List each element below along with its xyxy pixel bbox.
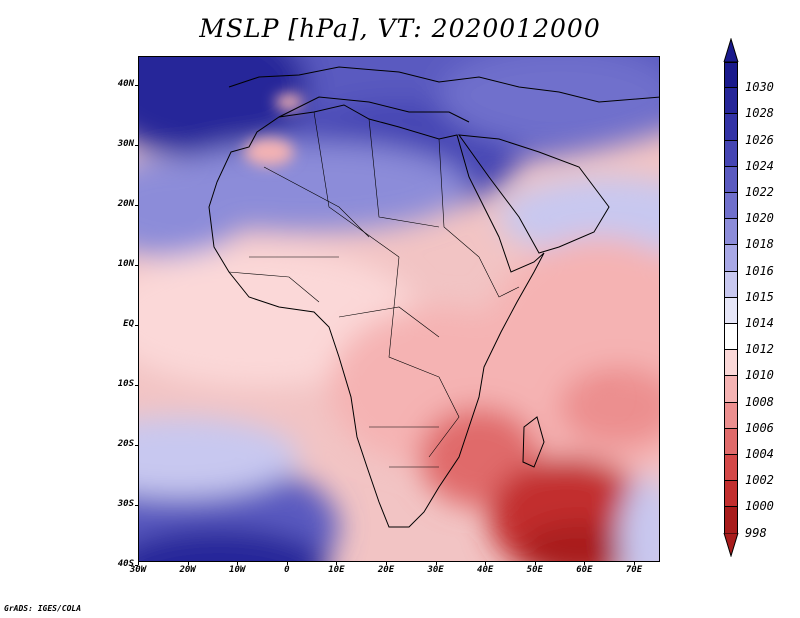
colorbar-level-label: 1026: [745, 132, 774, 147]
mediterranean-coast: [278, 96, 470, 123]
lon-label: 30E: [427, 565, 444, 575]
colorbar-swatch: [724, 428, 738, 455]
lat-tick: [135, 565, 138, 566]
lon-tick: [386, 562, 387, 565]
lat-label: 30S: [117, 499, 134, 509]
lat-tick: [135, 145, 138, 146]
europe-outline: [228, 66, 659, 103]
colorbar-swatch: [724, 193, 738, 220]
colorbar-level-label: 1018: [745, 237, 774, 252]
pressure-highlights: [244, 94, 621, 409]
lat-tick: [135, 385, 138, 386]
colorbar-level-label: 1030: [745, 80, 774, 95]
coastlines: [208, 66, 659, 528]
lat-tick: [135, 445, 138, 446]
madagascar-outline: [522, 416, 545, 468]
lon-tick: [534, 562, 536, 565]
lon-tick: [485, 562, 487, 565]
colorbar-level-label: 1004: [745, 447, 774, 461]
lon-label: 60E: [576, 565, 593, 575]
arabia-outline: [457, 134, 610, 254]
lat-tick: [135, 505, 138, 506]
colorbar-swatch: [724, 402, 738, 429]
lat-label: 20S: [117, 439, 134, 449]
lat-tick: [135, 325, 138, 326]
colorbar-level-label: 1006: [745, 420, 774, 435]
lat-label: 30N: [117, 139, 134, 149]
africa-outline: [208, 104, 545, 528]
colorbar-min-arrow: [723, 532, 739, 557]
colorbar-swatch: [724, 350, 738, 377]
colorbar-swatch: [724, 114, 738, 141]
colorbar-level-label: 1022: [745, 185, 774, 199]
colorbar-swatch: [724, 88, 738, 115]
colorbar-level-label: 1028: [745, 106, 774, 121]
lat-tick: [135, 265, 138, 266]
colorbar-level-label: 1020: [745, 211, 774, 226]
lat-label: 40N: [117, 79, 134, 89]
lon-label: 50E: [526, 565, 543, 575]
colorbar-level-label: 1015: [745, 289, 774, 304]
colorbar-level-label: 1014: [745, 316, 774, 330]
lon-label: 70E: [625, 565, 643, 575]
credit-label: GrADS: IGES/COLA: [4, 604, 82, 613]
lon-tick: [336, 562, 338, 565]
lon-tick: [187, 562, 189, 565]
lon-label: 20E: [377, 565, 395, 575]
colorbar-swatch: [724, 481, 738, 508]
lon-tick: [237, 562, 239, 565]
lon-tick: [634, 562, 635, 565]
colorbar-swatch: [724, 271, 738, 298]
lat-label: 10S: [117, 379, 134, 389]
lat-tick: [135, 205, 138, 206]
lat-label: 10N: [117, 259, 134, 269]
lat-label: 40S: [117, 559, 134, 569]
country-borders: [228, 111, 520, 468]
colorbar-swatch: [724, 140, 738, 167]
lat-label: 20N: [117, 199, 134, 209]
colorbar-swatch: [724, 297, 738, 324]
colorbar-swatch: [724, 166, 738, 193]
lon-tick: [286, 562, 288, 565]
lat-label: EQ: [123, 319, 134, 329]
lon-label: 20W: [179, 565, 196, 575]
lon-label: 0: [284, 565, 290, 575]
pressure-shading: [139, 57, 659, 561]
map-panel[interactable]: [138, 56, 660, 562]
lon-tick: [435, 562, 437, 565]
colorbar-swatch: [724, 376, 738, 403]
lon-tick: [138, 562, 139, 565]
colorbar-swatch: [724, 245, 738, 272]
colorbar-swatch: [724, 507, 738, 534]
colorbar-swatch: [724, 62, 738, 89]
lon-label: 10E: [328, 565, 345, 575]
colorbar-level-label: 1008: [745, 394, 774, 409]
lon-tick: [584, 562, 586, 565]
mslp-field: [139, 57, 659, 561]
colorbar-swatch: [724, 324, 738, 351]
colorbar-swatch: [724, 455, 738, 482]
colorbar-max-arrow: [723, 38, 739, 62]
colorbar-swatch: [724, 219, 738, 246]
lon-label: 10W: [229, 565, 246, 575]
lat-tick: [135, 85, 138, 86]
colorbar-level-label: 998: [745, 525, 767, 540]
colorbar-level-label: 1010: [745, 368, 774, 383]
map-title: MSLP [hPa], VT: 2020012000: [199, 14, 601, 43]
colorbar-level-label: 1000: [745, 499, 774, 514]
colorbar-level-label: 1002: [745, 473, 774, 488]
colorbar-level-label: 1012: [745, 342, 774, 357]
lon-label: 30W: [129, 565, 147, 575]
colorbar-level-label: 1016: [745, 263, 774, 278]
lon-label: 40E: [477, 565, 494, 575]
colorbar-level-label: 1024: [745, 158, 774, 173]
